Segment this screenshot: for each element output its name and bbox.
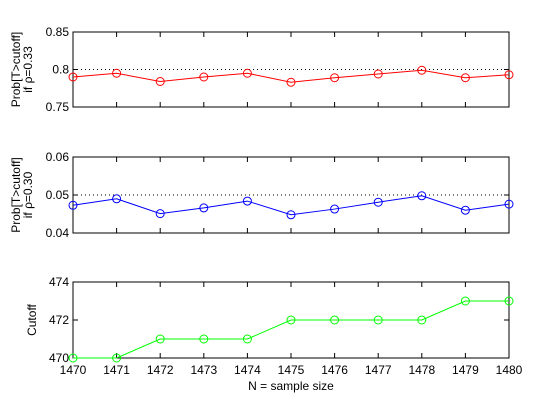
panel-3-x-axis-label: N = sample size (248, 379, 334, 393)
panel-3-data-point (155, 334, 165, 344)
panel-3-x-tick-label: 1475 (278, 363, 305, 377)
panel-2-y-axis-label: Prob[T>cutoff] (9, 157, 23, 233)
panel-3-x-tick-label: 1477 (365, 363, 392, 377)
panel-1-data-point (460, 73, 470, 83)
panel-2-data-point (286, 210, 296, 220)
panel-1-data-point (504, 70, 514, 80)
panel-3-x-tick-label: 1471 (103, 363, 130, 377)
panel-3-x-tick-label: 1474 (234, 363, 261, 377)
panel-3-y-tick-label: 472 (49, 313, 69, 327)
panel-3-x-tick-label: 1480 (496, 363, 523, 377)
panel-1-data-point (242, 68, 252, 78)
panel-2-series-line (72, 195, 510, 216)
panel-3-data-point (504, 296, 514, 306)
panel-2-plot-area (72, 156, 510, 234)
panel-1-y-tick-label: 0.75 (46, 100, 70, 114)
panel-1-plot-area (72, 31, 510, 108)
panel-3-series-line (73, 300, 509, 359)
panel-2-data-point (68, 200, 78, 210)
panel-3-x-tick-label: 1476 (321, 363, 348, 377)
panel-1-y-tick-label: 0.85 (46, 25, 70, 39)
panel-1-y-axis-label-2: if ρ=0.33 (21, 46, 35, 93)
panel-2-data-point (373, 197, 383, 207)
panel-3-data-point (286, 315, 296, 325)
panel-3-data-point (373, 315, 383, 325)
panel-1-data-point (199, 72, 209, 82)
panel-3-data-point (242, 334, 252, 344)
panel-3-data-point (460, 296, 470, 306)
panel-3-data-point (68, 353, 78, 363)
panel-2-data-point (504, 199, 514, 209)
panel-3-x-tick-label: 1473 (190, 363, 217, 377)
panel-2-data-point (155, 209, 165, 219)
panel-2-data-point (460, 205, 470, 215)
panel-3-x-tick-label: 1472 (147, 363, 174, 377)
panel-2-data-point (112, 194, 122, 204)
panel-1-data-point (330, 73, 340, 83)
panel-3-y-tick-label: 474 (49, 275, 69, 289)
panel-1-y-tick-label: 0.8 (52, 63, 69, 77)
panel-1-series-line (72, 69, 510, 83)
panel-3-y-axis-label: Cutoff (25, 303, 39, 335)
panel-1-data-point (155, 77, 165, 86)
panel-1-data-point (68, 72, 78, 82)
panel-2-y-axis-label-2: if ρ=0.30 (21, 171, 35, 218)
panel-3-x-tick-label: 1470 (60, 363, 87, 377)
panel-2-y-tick-label: 0.05 (46, 188, 70, 202)
panel-3-y-tick-label: 470 (49, 351, 69, 365)
panel-2-y-tick-label: 0.06 (46, 150, 70, 164)
panel-2-data-point (417, 191, 427, 201)
panel-3-data-point (417, 315, 427, 325)
panel-1-data-point (417, 65, 427, 75)
panel-2-data-point (330, 204, 340, 214)
panel-2-y-tick-label: 0.04 (46, 226, 70, 240)
panel-3-data-point (330, 315, 340, 325)
panel-3-data-point (112, 353, 122, 363)
panel-1-data-point (286, 77, 296, 87)
panel-2-data-point (242, 196, 252, 206)
panel-3-data-point (199, 334, 209, 344)
panel-1-data-point (112, 68, 122, 78)
panel-3-x-tick-label: 1479 (452, 363, 479, 377)
panel-3-x-tick-label: 1478 (408, 363, 435, 377)
panel-1-data-point (373, 69, 383, 79)
panel-2-data-point (199, 203, 209, 213)
panel-1-y-axis-label: Prob[T>cutoff] (9, 32, 23, 108)
